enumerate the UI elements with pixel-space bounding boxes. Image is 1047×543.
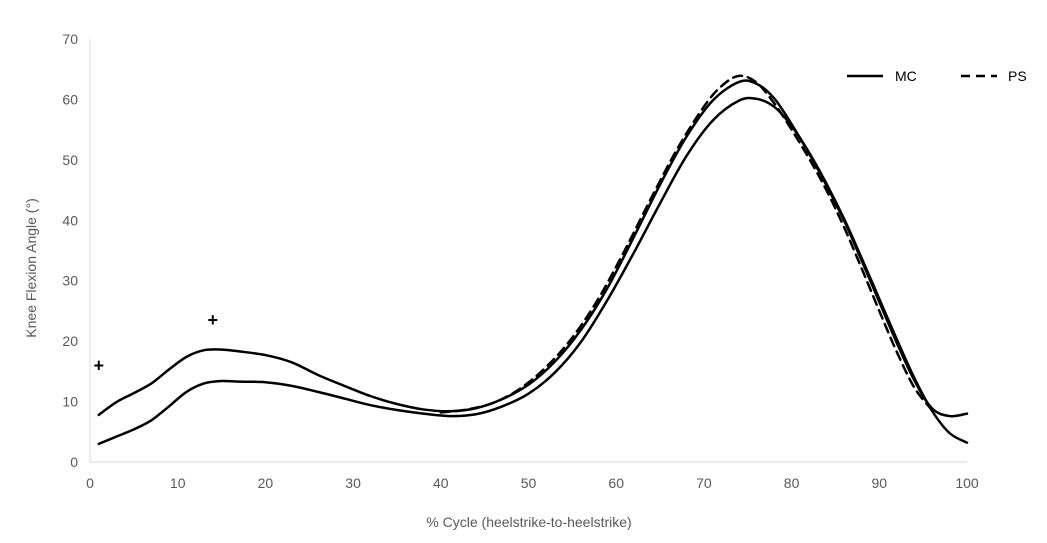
- x-axis-label: % Cycle (heelstrike-to-heelstrike): [426, 514, 631, 530]
- x-tick-label: 60: [608, 475, 624, 491]
- x-tick-label: 90: [872, 475, 888, 491]
- y-tick-label: 50: [62, 152, 78, 168]
- y-tick-label: 20: [62, 333, 78, 349]
- series-line-mc-1: [97, 79, 969, 418]
- significance-marker: +: [94, 355, 105, 375]
- x-tick-label: 100: [955, 475, 979, 491]
- legend: MC PS: [847, 68, 1027, 84]
- x-tick-label: 20: [258, 475, 274, 491]
- y-tick-label: 30: [62, 273, 78, 289]
- y-tick-label: 70: [62, 31, 78, 47]
- annotations: ++: [94, 310, 219, 375]
- x-tick-label: 30: [345, 475, 361, 491]
- legend-mc-label: MC: [895, 68, 917, 84]
- series-lines: [97, 74, 969, 446]
- series-line-ps-2: [439, 74, 934, 414]
- x-tick-label: 40: [433, 475, 449, 491]
- y-tick-labels: 0 10 20 30 40 50 60 70: [62, 31, 78, 470]
- y-tick-label: 10: [62, 394, 78, 410]
- plot-area: 0 10 20 30 40 50 60 70 0 10 20 30 40 50 60 70 80 90 100 +…: [62, 31, 978, 491]
- legend-ps-label: PS: [1008, 68, 1027, 84]
- y-tick-label: 40: [62, 212, 78, 228]
- significance-marker: +: [208, 310, 219, 330]
- x-tick-label: 0: [86, 475, 94, 491]
- x-tick-label: 50: [521, 475, 537, 491]
- series-line-mc-0: [97, 96, 969, 446]
- y-axis-label: Knee Flexion Angle (°): [23, 198, 39, 337]
- y-tick-label: 60: [62, 91, 78, 107]
- x-tick-label: 10: [170, 475, 186, 491]
- x-tick-labels: 0 10 20 30 40 50 60 70 80 90 100: [86, 475, 979, 491]
- x-tick-label: 80: [784, 475, 800, 491]
- y-tick-label: 0: [70, 454, 78, 470]
- x-tick-label: 70: [696, 475, 712, 491]
